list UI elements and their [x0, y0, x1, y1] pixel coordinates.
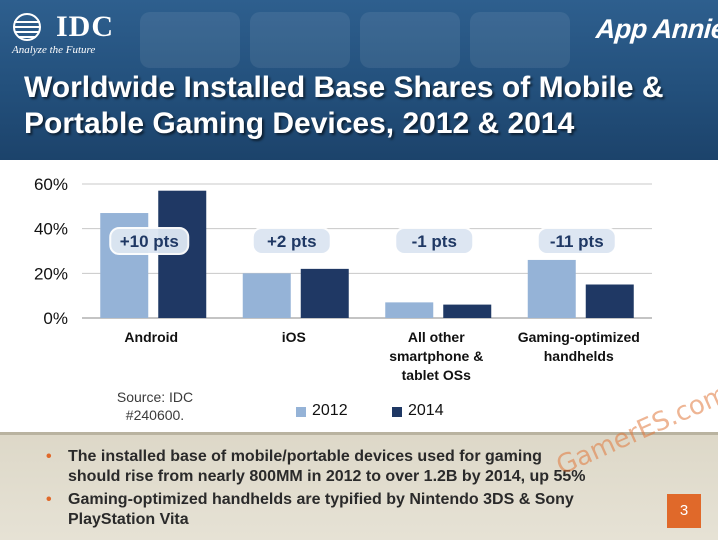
y-tick-label: 40%: [34, 220, 68, 239]
bar-2012-1: [242, 273, 291, 318]
x-category-label: Gaming-optimized handhelds: [518, 329, 640, 364]
change-annotation: +2 pts: [251, 227, 332, 255]
x-category-line: smartphone &: [389, 348, 483, 364]
source-line: #240600.: [125, 407, 185, 423]
bullet-list: • The installed base of mobile/portable …: [46, 447, 656, 533]
background-tile: [470, 12, 570, 68]
source-note: Source: IDC #240600.: [90, 388, 220, 424]
source-line: Source: IDC: [116, 389, 194, 405]
bullet-line: PlayStation Vita: [68, 511, 189, 528]
bar-2014-1: [300, 268, 349, 318]
x-category-line: tablet OSs: [402, 367, 471, 383]
bullet-line: The installed base of mobile/portable de…: [68, 448, 542, 465]
annotation-pill: [394, 227, 475, 255]
x-category-line: All other: [408, 329, 465, 345]
slide-title: Worldwide Installed Base Shares of Mobil…: [24, 71, 664, 140]
x-category-line: handhelds: [544, 348, 614, 364]
bar-2012-2: [385, 302, 434, 318]
change-annotation: -11 pts: [536, 227, 617, 255]
bullet-line: should rise from nearly 800MM in 2012 to…: [68, 468, 586, 485]
change-annotation: -1 pts: [394, 227, 475, 255]
y-tick-label: 60%: [34, 175, 68, 194]
legend-label-2012: 2012: [312, 402, 348, 419]
y-tick-label: 20%: [34, 264, 68, 283]
x-category-line: iOS: [282, 329, 306, 345]
legend-label-2014: 2014: [408, 402, 444, 419]
annotation-pill: [536, 227, 617, 255]
annotation-pill: [251, 227, 332, 255]
app-annie-logo: App Annie: [594, 14, 718, 44]
x-category-label: iOS: [282, 329, 306, 345]
annotation-label: +10 pts: [120, 232, 179, 251]
bullet-dot-icon: •: [46, 448, 52, 465]
background-tile: [250, 12, 350, 68]
x-category-label: Android: [124, 329, 178, 345]
idc-brand-text: IDC: [56, 10, 115, 43]
slide-header: IDC Analyze the Future App Annie Worldwi…: [0, 0, 718, 160]
bullet-item: • The installed base of mobile/portable …: [46, 447, 656, 487]
y-tick-label: 0%: [43, 309, 68, 328]
annotation-label: -1 pts: [412, 232, 457, 251]
annotation-label: +2 pts: [267, 232, 317, 251]
background-tile: [140, 12, 240, 68]
bar-2014-2: [443, 304, 492, 318]
idc-tagline: Analyze the Future: [12, 44, 96, 56]
bar-chart: 0% 20% 40% 60% +10 pts +2 pts -1 pts -11 pts A…: [34, 175, 652, 383]
page-number: 3: [667, 494, 701, 528]
slide-footer: • The installed base of mobile/portable …: [0, 432, 718, 540]
annotation-pill: [109, 227, 190, 255]
x-category-line: Android: [124, 329, 178, 345]
change-annotation: +10 pts: [109, 227, 190, 255]
background-tile: [360, 12, 460, 68]
legend-swatch-2014: [392, 407, 402, 417]
legend-swatch-2012: [296, 407, 306, 417]
bullet-item: • Gaming-optimized handhelds are typifie…: [46, 490, 656, 530]
bullet-dot-icon: •: [46, 491, 52, 508]
x-category-line: Gaming-optimized: [518, 329, 640, 345]
bar-2014-3: [585, 284, 634, 318]
bullet-line: Gaming-optimized handhelds are typified …: [68, 491, 574, 508]
annotation-label: -11 pts: [550, 232, 604, 251]
x-category-label: All other smartphone & tablet OSs: [389, 329, 483, 383]
globe-icon: [13, 13, 41, 41]
bar-2012-3: [527, 259, 576, 318]
